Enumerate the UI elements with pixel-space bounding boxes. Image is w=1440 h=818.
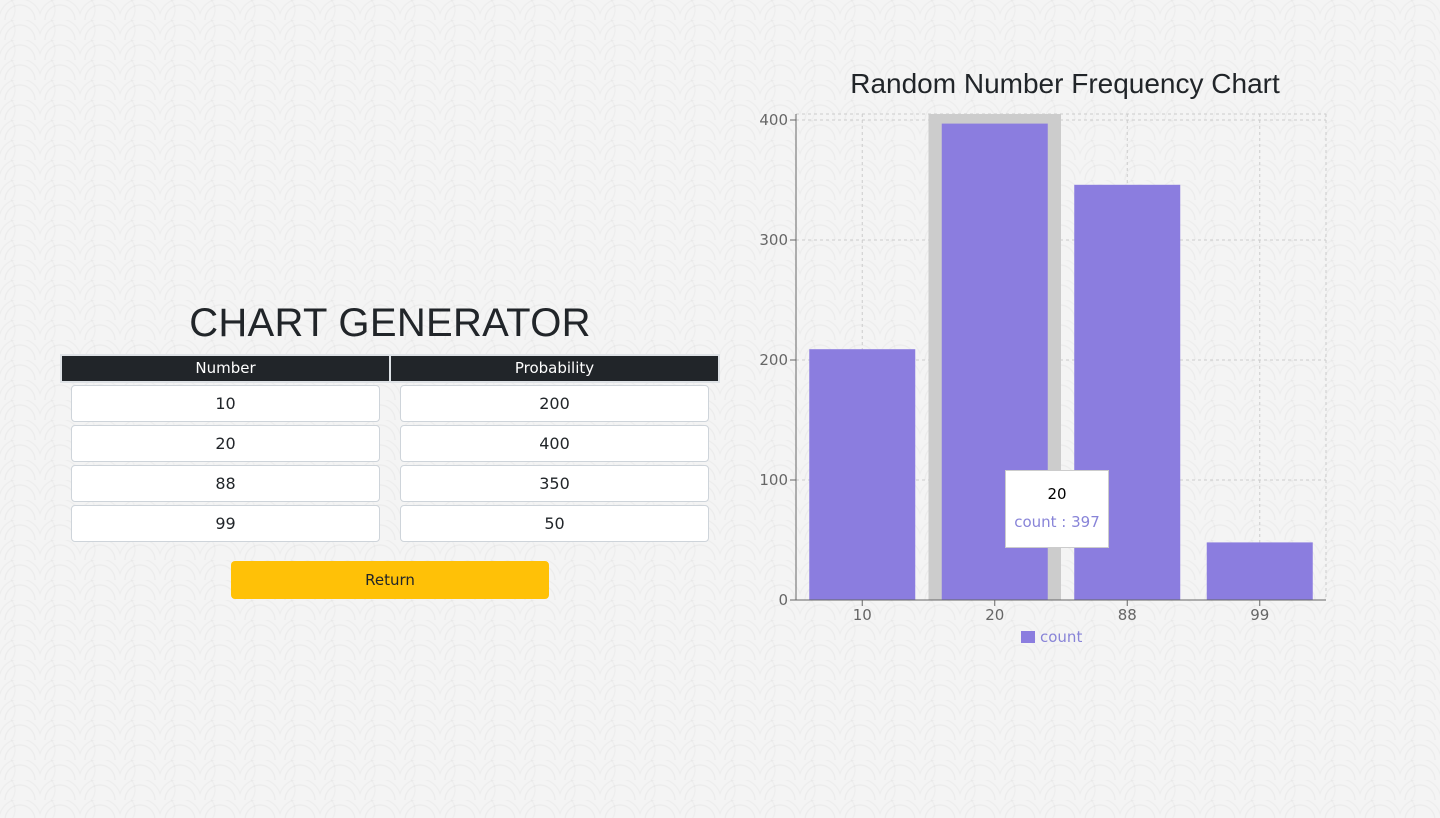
number-input[interactable] [71, 425, 380, 462]
table-row [61, 463, 719, 503]
number-cell [61, 423, 390, 463]
frequency-chart: Random Number Frequency Chart 0 100 200 300 4… [740, 60, 1380, 670]
x-tick-label: 88 [1118, 606, 1137, 624]
x-tick-label: 10 [853, 606, 872, 624]
probability-cell [390, 423, 719, 463]
number-input[interactable] [71, 465, 380, 502]
table-row [61, 423, 719, 463]
bar-99 [1206, 542, 1313, 600]
y-tick-label: 300 [759, 231, 788, 249]
probability-cell [390, 463, 719, 503]
probability-input[interactable] [400, 465, 709, 502]
number-cell [61, 463, 390, 503]
column-header-probability: Probability [389, 354, 720, 383]
x-tick-label: 20 [985, 606, 1004, 624]
column-header-number: Number [60, 354, 391, 383]
number-cell [61, 503, 390, 543]
tooltip-label: 20 [1047, 485, 1067, 503]
number-input[interactable] [71, 505, 380, 542]
page-title: CHART GENERATOR [189, 301, 591, 345]
y-tick-label: 0 [778, 591, 788, 609]
number-cell [61, 382, 390, 423]
number-input[interactable] [71, 385, 380, 422]
bar-10 [809, 349, 916, 600]
table-row [61, 382, 719, 423]
return-button[interactable]: Return [231, 561, 549, 599]
button-row: Return [60, 561, 720, 599]
probability-input[interactable] [400, 505, 709, 542]
legend-swatch [1021, 631, 1035, 643]
bar-chart-svg: Random Number Frequency Chart 0 100 200 300 4… [759, 68, 1327, 646]
y-tick-label: 400 [759, 111, 788, 129]
chart-tooltip: 20 count : 397 [1005, 470, 1109, 548]
chart-generator-panel: CHART GENERATOR Number Probability [60, 296, 720, 599]
chart-title: Random Number Frequency Chart [850, 68, 1280, 99]
table-row [61, 503, 719, 543]
probability-table: Number Probability [60, 354, 720, 543]
table-header-row: Number Probability [60, 354, 720, 383]
legend-label: count [1040, 628, 1082, 646]
x-tick-label: 99 [1250, 606, 1269, 624]
tooltip-item: count : 397 [1014, 513, 1100, 531]
probability-input[interactable] [400, 425, 709, 462]
probability-cell [390, 382, 719, 423]
y-tick-label: 100 [759, 471, 788, 489]
y-tick-label: 200 [759, 351, 788, 369]
probability-cell [390, 503, 719, 543]
probability-input[interactable] [400, 385, 709, 422]
